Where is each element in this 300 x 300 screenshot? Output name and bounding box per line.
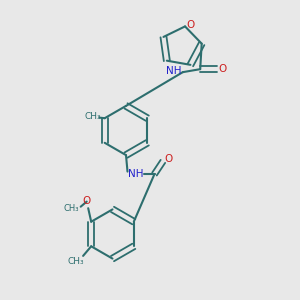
Text: O: O (219, 64, 227, 74)
Text: NH: NH (166, 66, 182, 76)
Text: CH₃: CH₃ (85, 112, 102, 121)
Text: CH₃: CH₃ (68, 257, 85, 266)
Text: O: O (186, 20, 195, 30)
Text: NH: NH (128, 169, 144, 179)
Text: O: O (82, 196, 91, 206)
Text: O: O (165, 154, 173, 164)
Text: CH₃: CH₃ (64, 204, 80, 213)
